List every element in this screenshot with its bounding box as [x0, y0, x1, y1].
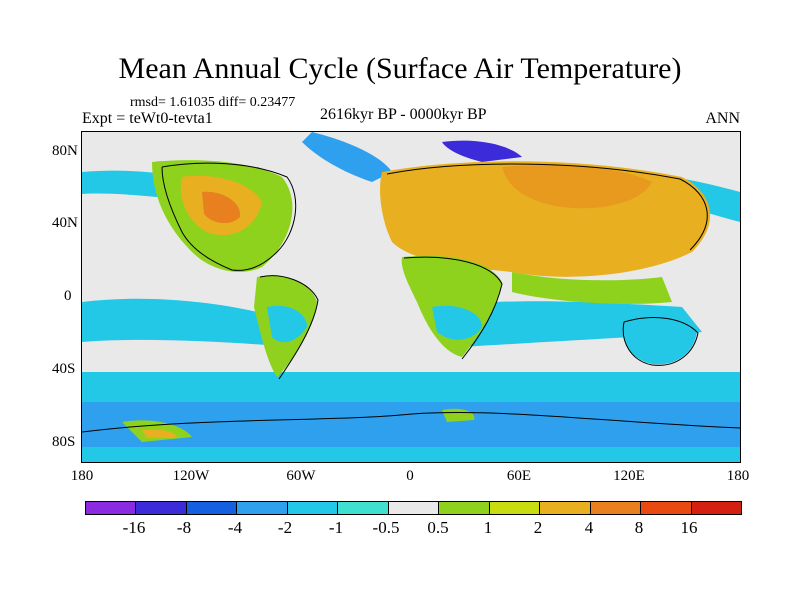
map-panel — [81, 131, 741, 463]
period-label: 2616kyr BP - 0000kyr BP — [320, 106, 487, 123]
southern-ocean-band — [82, 372, 740, 402]
colorbar-swatch — [287, 502, 339, 514]
colorbar-swatch — [641, 502, 692, 514]
arctic-deep — [442, 140, 522, 162]
antarctic-warm-3 — [442, 408, 475, 422]
colorbar-swatch — [489, 502, 541, 514]
colorbar-label: 1 — [483, 518, 493, 537]
colorbar-label: -16 — [122, 518, 146, 537]
lon-label-60e: 60E — [506, 468, 532, 484]
lon-label-0: 0 — [406, 468, 414, 484]
lat-label-40s: 40S — [52, 361, 76, 377]
colorbar-label: 8 — [634, 518, 644, 537]
coast-antarctica — [82, 412, 740, 433]
africa-cool — [432, 305, 482, 340]
australia — [621, 316, 697, 365]
lon-label-120w: 120W — [172, 468, 210, 484]
south-pacific-cool — [82, 298, 292, 347]
coast-eurasia — [386, 163, 708, 251]
coast-africa — [403, 256, 503, 360]
chart-title: Mean Annual Cycle (Surface Air Temperatu… — [118, 52, 682, 85]
lat-label-40n: 40N — [52, 215, 78, 231]
colorbar-swatch — [237, 502, 288, 514]
colorbar-label: -0.5 — [372, 518, 400, 537]
eurasia-hot — [502, 165, 652, 209]
colorbar-label: 4 — [584, 518, 594, 537]
eurasia-warm — [380, 161, 711, 277]
arctic-greenland — [302, 132, 392, 182]
colorbar — [85, 501, 742, 515]
lat-label-80n: 80N — [52, 143, 78, 159]
colorbar-label: 2 — [533, 518, 543, 537]
colorbar-swatch — [540, 502, 591, 514]
stats-text: rmsd= 1.61035 diff= 0.23477 — [130, 95, 296, 110]
colorbar-swatch — [186, 502, 238, 514]
colorbar-swatch — [136, 502, 187, 514]
colorbar-label: -4 — [227, 518, 243, 537]
lat-label-80s: 80S — [52, 434, 76, 450]
season-label: ANN — [705, 110, 740, 127]
colorbar-label: 16 — [680, 518, 698, 537]
coast-australia — [622, 317, 699, 366]
lon-label-180e: 180 — [726, 468, 750, 484]
experiment-label: Expt = teWt0-tevta1 — [82, 110, 213, 127]
colorbar-label: 0.5 — [427, 518, 449, 537]
colorbar-swatch — [590, 502, 642, 514]
coast-south-america — [259, 275, 319, 380]
north-america-core — [202, 191, 241, 224]
antarctic-band — [82, 402, 740, 447]
coast-north-america — [161, 162, 297, 271]
lon-label-60w: 60W — [286, 468, 316, 484]
lat-label-eq: 0 — [64, 288, 72, 304]
lon-label-180w: 180 — [70, 468, 94, 484]
colorbar-label: -1 — [328, 518, 344, 537]
india-sea-warm — [512, 272, 672, 304]
colorbar-swatch — [86, 502, 137, 514]
antarctic-edge — [82, 447, 740, 462]
colorbar-swatch — [439, 502, 490, 514]
map-svg — [82, 132, 740, 462]
colorbar-label: -8 — [176, 518, 192, 537]
colorbar-swatch — [338, 502, 389, 514]
antarctic-warm-2 — [142, 429, 177, 438]
south-america-cool — [267, 305, 307, 343]
lon-label-120e: 120E — [613, 468, 645, 484]
colorbar-label: -2 — [277, 518, 293, 537]
colorbar-swatch — [388, 502, 440, 514]
colorbar-swatch — [691, 502, 742, 514]
coastlines — [82, 162, 740, 433]
